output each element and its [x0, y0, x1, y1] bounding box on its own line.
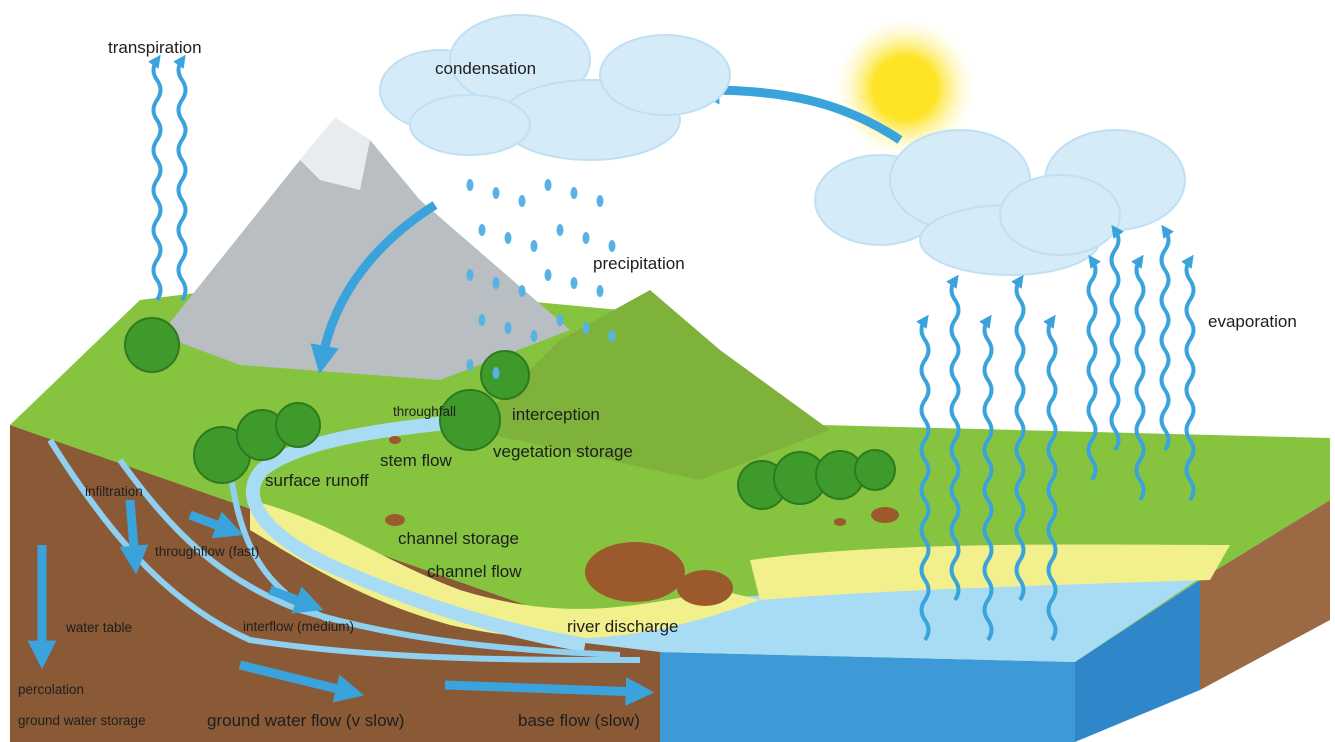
wavy-arrow — [916, 314, 931, 642]
rain-drop — [596, 285, 604, 297]
label: channel storage — [398, 529, 519, 548]
rain-drop — [596, 195, 604, 207]
rain-drop — [466, 269, 474, 281]
rain-drop — [570, 277, 578, 289]
label: throughfall — [393, 404, 456, 419]
wavy-arrow — [148, 54, 163, 302]
label: base flow (slow) — [518, 711, 640, 730]
rain-drop — [582, 322, 590, 334]
rain-drop — [466, 359, 474, 371]
rain-drop — [556, 224, 564, 236]
wavy-arrow — [979, 314, 994, 642]
label: percolation — [18, 682, 84, 697]
label: surface runoff — [265, 471, 369, 490]
rain-drop — [492, 277, 500, 289]
label: water table — [65, 620, 132, 635]
label: vegetation storage — [493, 442, 633, 461]
label: precipitation — [593, 254, 685, 273]
rain-drop — [544, 179, 552, 191]
rain-drop — [518, 195, 526, 207]
label: throughflow (fast) — [155, 544, 259, 559]
rain-drop — [530, 330, 538, 342]
label: evaporation — [1208, 312, 1297, 331]
rain-drop — [466, 179, 474, 191]
label: transpiration — [108, 38, 202, 57]
background-art — [10, 14, 1330, 742]
wavy-arrow — [1131, 254, 1146, 502]
rain-drop — [492, 187, 500, 199]
wavy-arrow — [1181, 254, 1196, 502]
rain-drop — [608, 240, 616, 252]
rain-drop — [556, 314, 564, 326]
label: ground water storage — [18, 713, 146, 728]
rain-drop — [544, 269, 552, 281]
rain-drop — [608, 330, 616, 342]
rain-drop — [518, 285, 526, 297]
label: condensation — [435, 59, 536, 78]
rain-drop — [478, 314, 486, 326]
label: interflow (medium) — [243, 619, 354, 634]
wavy-arrow — [1109, 224, 1124, 452]
label: channel flow — [427, 562, 522, 581]
label: stem flow — [380, 451, 453, 470]
label: river discharge — [567, 617, 679, 636]
rain-drop — [478, 224, 486, 236]
labels: transpiration condensation precipitation… — [18, 38, 1297, 730]
wavy-arrow — [173, 54, 188, 302]
rain-drop — [492, 367, 500, 379]
label: interception — [512, 405, 600, 424]
wavy-arrow — [946, 274, 961, 602]
label: infiltration — [85, 484, 143, 499]
rain-drop — [530, 240, 538, 252]
wavy-arrow — [1043, 314, 1058, 642]
wavy-arrow — [1086, 254, 1101, 482]
rain-drop — [504, 232, 512, 244]
rain-drop — [582, 232, 590, 244]
rain-drop — [504, 322, 512, 334]
wavy-arrow — [1011, 274, 1026, 602]
label: ground water flow (v slow) — [207, 711, 404, 730]
rain-drop — [570, 187, 578, 199]
wavy-arrow — [1159, 224, 1174, 452]
